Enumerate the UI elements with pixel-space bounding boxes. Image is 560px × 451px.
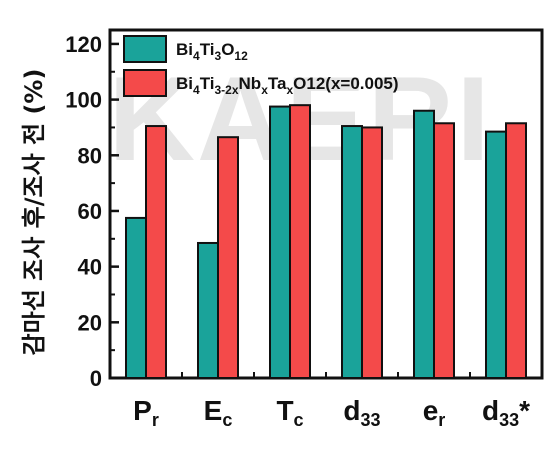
y-tick-label: 60 — [78, 199, 102, 224]
y-tick-label: 100 — [65, 88, 102, 113]
x-tick-label: Tc — [276, 395, 303, 430]
bar-doped-3 — [361, 126, 383, 379]
bar-bi4ti3o12-0 — [125, 216, 147, 379]
x-tick-label: er — [423, 395, 446, 430]
bar-doped-1 — [217, 136, 239, 379]
bar-bi4ti3o12-3 — [341, 125, 363, 379]
y-axis-label: 감마선 조사 후/조사 전 (%) — [20, 69, 48, 356]
bar-bi4ti3o12-5 — [485, 130, 507, 379]
bar-doped-0 — [145, 125, 167, 379]
legend-swatch-1 — [123, 69, 167, 97]
plot-area: 0 20 40 60 80 100 120 Pr Ec Tc d33 er d33* Bi4Ti3O12 B… — [65, 28, 544, 430]
x-tick-label: d33 — [343, 395, 380, 430]
bar-bi4ti3o12-1 — [197, 241, 219, 379]
x-tick-label: d33* — [482, 395, 530, 430]
y-tick-label: 20 — [78, 310, 102, 335]
bar-bi4ti3o12-2 — [269, 105, 291, 379]
x-tick-label: Ec — [204, 395, 233, 430]
x-tick-label: Pr — [133, 395, 159, 430]
y-tick-label: 0 — [90, 366, 102, 391]
y-tick-label: 40 — [78, 255, 102, 280]
legend-swatch-0 — [123, 35, 167, 63]
bar-bi4ti3o12-4 — [413, 109, 435, 380]
y-tick-label: 120 — [65, 32, 102, 57]
bar-doped-5 — [505, 122, 527, 379]
bar-doped-4 — [433, 122, 455, 379]
legend-label-1: Bi4Ti3-2xNbxTaxO12(x=0.005) — [176, 74, 399, 97]
bar-doped-2 — [289, 104, 311, 379]
y-tick-label: 80 — [78, 143, 102, 168]
legend-label-0: Bi4Ti3O12 — [176, 40, 248, 63]
